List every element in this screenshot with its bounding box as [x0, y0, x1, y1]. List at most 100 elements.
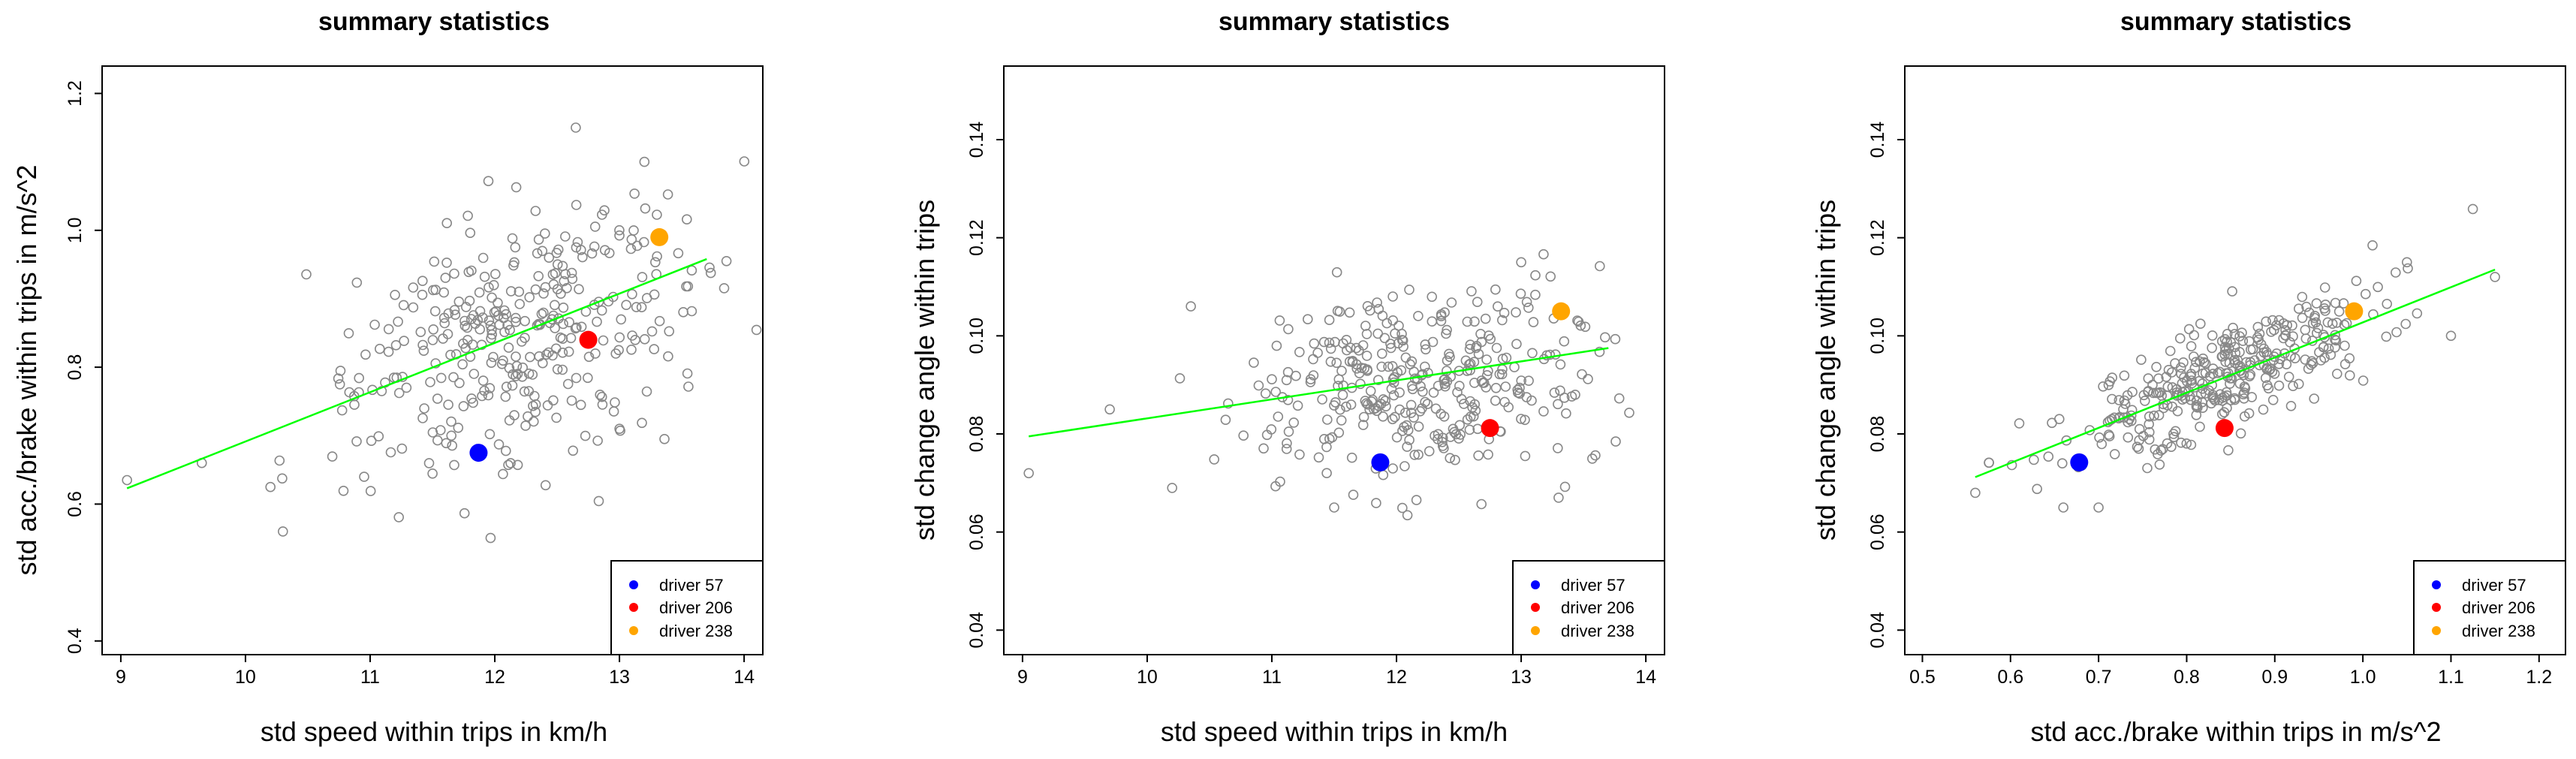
- panel-1-trend-line: [126, 258, 707, 489]
- scatter-point: [1333, 381, 1343, 391]
- scatter-point: [2288, 331, 2298, 342]
- y-tick-label: 0.4: [65, 628, 86, 654]
- scatter-point: [1167, 483, 1177, 493]
- scatter-point: [576, 321, 587, 333]
- scatter-point: [498, 468, 508, 480]
- scatter-point: [533, 234, 544, 245]
- scatter-point: [530, 206, 541, 216]
- x-tick-label: 0.5: [1909, 667, 1936, 688]
- scatter-point: [466, 265, 477, 276]
- scatter-point: [1503, 402, 1514, 413]
- scatter-point: [1281, 375, 1292, 386]
- scatter-point: [1383, 361, 1393, 372]
- scatter-point: [1330, 336, 1340, 348]
- scatter-point: [662, 189, 673, 200]
- scatter-point: [2391, 267, 2401, 278]
- scatter-point: [2332, 369, 2343, 379]
- x-tick-label: 0.8: [2174, 667, 2200, 688]
- scatter-point: [2273, 358, 2285, 369]
- y-tick-label: 0.06: [1867, 514, 1888, 550]
- scatter-point: [396, 443, 408, 454]
- scatter-point: [477, 390, 487, 402]
- scatter-point: [1294, 449, 1305, 460]
- scatter-point: [552, 259, 563, 270]
- y-tick-label: 0.12: [966, 219, 987, 256]
- scatter-point: [2234, 347, 2245, 357]
- y-tick-label: 0.10: [966, 318, 987, 354]
- scatter-point: [1587, 453, 1598, 464]
- scatter-point: [443, 399, 453, 410]
- scatter-point: [1406, 356, 1418, 367]
- scatter-point: [1331, 357, 1342, 369]
- scatter-point: [2144, 411, 2155, 422]
- panel-3-legend-label-driver-206: driver 206: [2462, 598, 2535, 617]
- scatter-point: [1361, 329, 1372, 339]
- panel-3-x-axis-label: std acc./brake within trips in m/s^2: [2030, 716, 2441, 747]
- scatter-point: [427, 335, 438, 345]
- x-tick-label: 12: [1386, 667, 1407, 688]
- scatter-point: [1528, 317, 1539, 327]
- scatter-point: [1312, 348, 1323, 358]
- y-tick-label: 0.06: [966, 514, 987, 550]
- scatter-point: [2467, 203, 2478, 215]
- scatter-point: [2300, 354, 2311, 365]
- scatter-point: [563, 346, 574, 357]
- scatter-point: [277, 526, 288, 537]
- scatter-point: [739, 156, 750, 167]
- scatter-point: [423, 458, 435, 468]
- scatter-point: [564, 317, 574, 328]
- scatter-point: [559, 276, 570, 287]
- scatter-point: [1360, 321, 1371, 331]
- scatter-point: [2361, 288, 2371, 300]
- scatter-point: [1273, 411, 1284, 422]
- scatter-point: [1372, 328, 1383, 339]
- scatter-point: [2165, 345, 2176, 357]
- scatter-point: [2093, 502, 2104, 513]
- scatter-point: [2181, 438, 2192, 449]
- scatter-point: [628, 225, 639, 236]
- scatter-point: [2344, 353, 2355, 364]
- panel-3-title: summary statistics: [2120, 8, 2352, 36]
- scatter-point: [2054, 414, 2065, 425]
- scatter-point: [1559, 336, 1570, 347]
- x-tick-label: 1.1: [2438, 667, 2464, 688]
- x-tick-label: 12: [484, 667, 505, 688]
- scatter-point: [1379, 333, 1390, 344]
- scatter-point: [652, 209, 662, 220]
- scatter-point: [2279, 348, 2290, 359]
- scatter-point: [2297, 291, 2308, 303]
- scatter-point: [537, 245, 548, 257]
- scatter-point: [2323, 343, 2334, 354]
- scatter-point: [1357, 340, 1369, 351]
- scatter-point: [2123, 417, 2133, 428]
- scatter-point: [2285, 400, 2297, 411]
- scatter-point: [2345, 370, 2355, 381]
- scatter-point: [1575, 320, 1586, 331]
- scatter-point: [2094, 432, 2104, 443]
- scatter-point: [2400, 318, 2411, 330]
- scatter-point: [553, 244, 564, 255]
- scatter-point: [2288, 381, 2298, 392]
- scatter-point: [408, 282, 419, 293]
- scatter-point: [686, 265, 697, 276]
- scatter-point: [1329, 502, 1339, 513]
- scatter-point: [1427, 336, 1439, 348]
- scatter-point: [1346, 452, 1357, 463]
- scatter-point: [2330, 342, 2340, 353]
- panel-1-legend-label-driver-57: driver 57: [659, 576, 724, 595]
- scatter-point: [2222, 328, 2233, 339]
- scatter-point: [548, 395, 559, 406]
- scatter-point: [1433, 381, 1444, 391]
- scatter-point: [478, 252, 489, 264]
- scatter-point: [301, 269, 312, 280]
- scatter-point: [1538, 248, 1549, 260]
- scatter-point: [593, 495, 604, 507]
- scatter-point: [2319, 332, 2330, 343]
- panel-3-legend-label-driver-57: driver 57: [2462, 576, 2526, 595]
- scatter-point: [592, 316, 602, 327]
- scatter-point: [2191, 399, 2202, 411]
- scatter-point: [366, 435, 377, 447]
- scatter-point: [1275, 476, 1285, 487]
- scatter-point: [483, 176, 494, 186]
- panel-2-y-axis-label: std change angle within trips: [909, 200, 940, 541]
